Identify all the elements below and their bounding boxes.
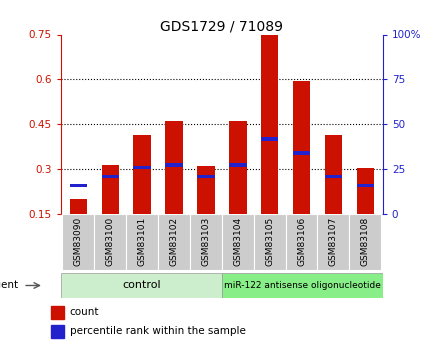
FancyBboxPatch shape bbox=[221, 215, 253, 270]
Text: GSM83106: GSM83106 bbox=[296, 217, 306, 266]
Bar bbox=[197, 166, 214, 214]
Bar bbox=[133, 166, 151, 169]
Bar bbox=[133, 135, 151, 214]
Bar bbox=[69, 184, 87, 187]
FancyBboxPatch shape bbox=[126, 215, 158, 270]
FancyBboxPatch shape bbox=[61, 273, 221, 298]
Bar bbox=[292, 151, 309, 155]
Bar bbox=[101, 175, 119, 178]
FancyBboxPatch shape bbox=[94, 215, 126, 270]
Text: count: count bbox=[69, 307, 99, 317]
Bar bbox=[165, 121, 182, 214]
Bar bbox=[101, 165, 119, 214]
Bar bbox=[260, 34, 278, 214]
FancyBboxPatch shape bbox=[62, 215, 94, 270]
FancyBboxPatch shape bbox=[158, 215, 190, 270]
Bar bbox=[292, 81, 309, 214]
Bar bbox=[50, 325, 64, 337]
Bar bbox=[69, 199, 87, 214]
Bar bbox=[324, 175, 342, 178]
Title: GDS1729 / 71089: GDS1729 / 71089 bbox=[160, 19, 283, 33]
Text: GSM83090: GSM83090 bbox=[74, 217, 83, 266]
FancyBboxPatch shape bbox=[317, 215, 349, 270]
FancyBboxPatch shape bbox=[221, 273, 382, 298]
Text: GSM83103: GSM83103 bbox=[201, 217, 210, 266]
Text: GSM83105: GSM83105 bbox=[265, 217, 273, 266]
Bar bbox=[324, 135, 342, 214]
FancyBboxPatch shape bbox=[190, 215, 221, 270]
Bar bbox=[165, 162, 182, 167]
Text: agent: agent bbox=[0, 280, 18, 290]
Bar bbox=[356, 168, 373, 214]
Bar bbox=[197, 175, 214, 178]
Text: GSM83101: GSM83101 bbox=[137, 217, 146, 266]
Text: GSM83108: GSM83108 bbox=[360, 217, 369, 266]
Text: percentile rank within the sample: percentile rank within the sample bbox=[69, 326, 245, 336]
FancyBboxPatch shape bbox=[253, 215, 285, 270]
Bar bbox=[260, 137, 278, 141]
FancyBboxPatch shape bbox=[285, 215, 317, 270]
Text: GSM83102: GSM83102 bbox=[169, 217, 178, 266]
Bar bbox=[50, 306, 64, 318]
Bar bbox=[356, 184, 373, 187]
Text: GSM83107: GSM83107 bbox=[328, 217, 337, 266]
Text: miR-122 antisense oligonucleotide: miR-122 antisense oligonucleotide bbox=[224, 281, 380, 290]
Text: GSM83104: GSM83104 bbox=[233, 217, 242, 266]
Bar bbox=[228, 121, 246, 214]
Text: GSM83100: GSM83100 bbox=[105, 217, 115, 266]
Text: control: control bbox=[122, 280, 160, 290]
FancyBboxPatch shape bbox=[349, 215, 380, 270]
Bar bbox=[228, 162, 246, 167]
